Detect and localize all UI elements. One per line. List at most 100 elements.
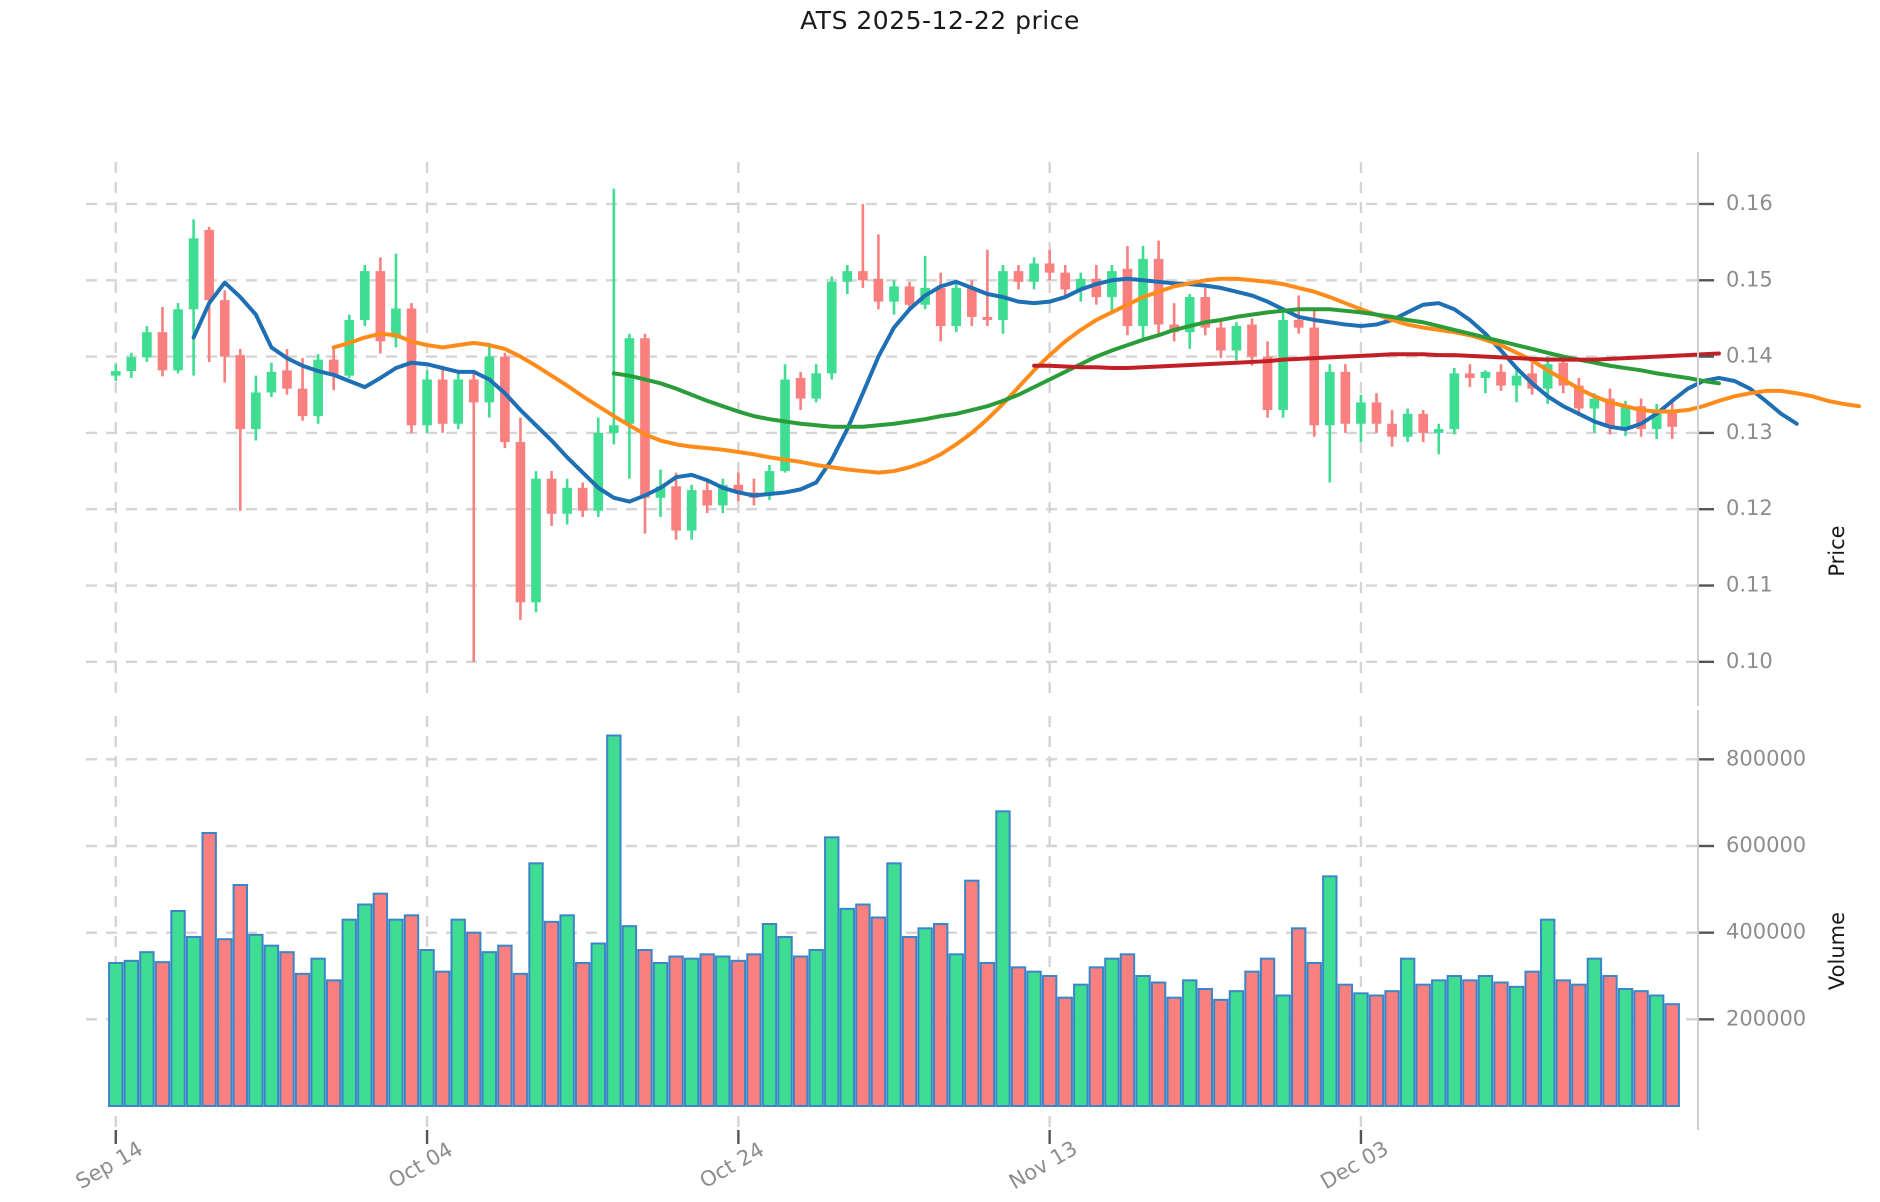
candle-body	[935, 287, 946, 327]
candlestick	[889, 280, 899, 315]
x-tick-label: Dec 03	[1316, 1136, 1392, 1194]
candlestick	[717, 478, 728, 514]
volume-bar	[139, 951, 155, 1108]
candle-body	[1029, 263, 1039, 282]
candle-body	[142, 332, 152, 358]
candlestick	[982, 249, 993, 327]
candle-body	[1574, 385, 1584, 409]
candle-body	[1511, 375, 1522, 386]
candle-body	[391, 308, 401, 338]
candlestick	[795, 371, 806, 411]
candle-body	[406, 308, 417, 426]
candle-body	[422, 379, 432, 426]
volume-bar	[1026, 970, 1042, 1108]
volume-bar	[824, 836, 840, 1107]
ma-line	[331, 276, 1861, 475]
volume-bar	[170, 910, 186, 1107]
volume-bar	[948, 953, 964, 1107]
x-tick-label: Nov 13	[1005, 1136, 1081, 1194]
candlestick	[1465, 364, 1475, 388]
candlestick	[1044, 249, 1055, 281]
candle-body	[1013, 271, 1024, 282]
candle-body	[1620, 406, 1631, 427]
candle-body	[966, 287, 977, 317]
candle-body	[1122, 268, 1133, 327]
candle-body	[1449, 373, 1460, 430]
volume-tick-label: 400000	[1726, 920, 1806, 944]
candle-body	[780, 379, 790, 472]
candlestick	[1356, 394, 1366, 443]
candle-body	[1247, 324, 1257, 357]
volume-bar	[668, 955, 684, 1107]
volume-bar-layer	[108, 734, 1680, 1108]
volume-bar	[1104, 957, 1120, 1108]
volume-bar	[1648, 994, 1665, 1107]
candlestick	[1138, 245, 1148, 340]
candlestick	[391, 253, 401, 348]
candlestick	[904, 281, 915, 311]
candle-body	[858, 271, 868, 281]
candle-body	[1387, 423, 1397, 437]
candle-body	[1496, 371, 1506, 386]
candlestick	[375, 257, 386, 354]
volume-bar	[933, 923, 949, 1107]
ma-line	[191, 276, 1799, 504]
candlestick	[468, 371, 479, 662]
candlestick	[920, 255, 930, 310]
volume-bar	[1119, 953, 1136, 1107]
candle-body	[1231, 326, 1242, 351]
candlestick	[328, 348, 339, 391]
candle-body	[1293, 319, 1304, 328]
candle-body	[468, 379, 479, 403]
candle-body	[375, 271, 386, 342]
candlestick	[1402, 408, 1413, 443]
volume-bar	[1415, 983, 1431, 1108]
volume-bar	[1322, 875, 1338, 1107]
volume-bar	[575, 962, 591, 1107]
volume-bar	[1508, 985, 1525, 1107]
candle-body	[717, 484, 728, 506]
volume-bar	[185, 936, 202, 1107]
candlestick	[749, 478, 759, 506]
candle-body	[110, 371, 121, 376]
candle-body	[453, 379, 464, 424]
candle-body	[1651, 410, 1662, 430]
candle-body	[1340, 371, 1351, 424]
candlestick	[359, 265, 370, 327]
candlestick	[204, 226, 214, 362]
candlestick	[1449, 368, 1460, 435]
candlestick	[1496, 364, 1506, 391]
candlestick	[686, 484, 697, 540]
candlestick	[1511, 370, 1522, 403]
candle-body	[126, 357, 137, 372]
candlestick	[142, 326, 152, 362]
volume-bar	[917, 927, 933, 1107]
candlestick	[422, 370, 432, 433]
candlestick	[811, 364, 822, 403]
candlestick	[1060, 265, 1071, 296]
candle-body	[546, 478, 557, 514]
volume-bar	[1493, 981, 1509, 1107]
volume-bar	[341, 918, 357, 1108]
volume-bar	[154, 961, 171, 1108]
candle-body	[811, 373, 822, 399]
candle-body	[1216, 327, 1226, 351]
candle-body	[359, 271, 370, 320]
candle-body	[1667, 410, 1678, 427]
volume-bar	[855, 903, 871, 1107]
candle-body	[889, 286, 899, 302]
candle-body	[640, 338, 650, 498]
candlestick	[500, 352, 510, 449]
candle-body	[1309, 327, 1320, 426]
candle-body	[1262, 356, 1273, 411]
volume-bar	[450, 918, 466, 1108]
volume-bar	[979, 962, 996, 1107]
candlestick	[1636, 398, 1646, 437]
candle-body	[1418, 413, 1429, 433]
candlestick	[1574, 377, 1584, 417]
candlestick	[1231, 322, 1242, 361]
candle-body	[282, 370, 292, 389]
volume-bar	[1384, 990, 1400, 1108]
